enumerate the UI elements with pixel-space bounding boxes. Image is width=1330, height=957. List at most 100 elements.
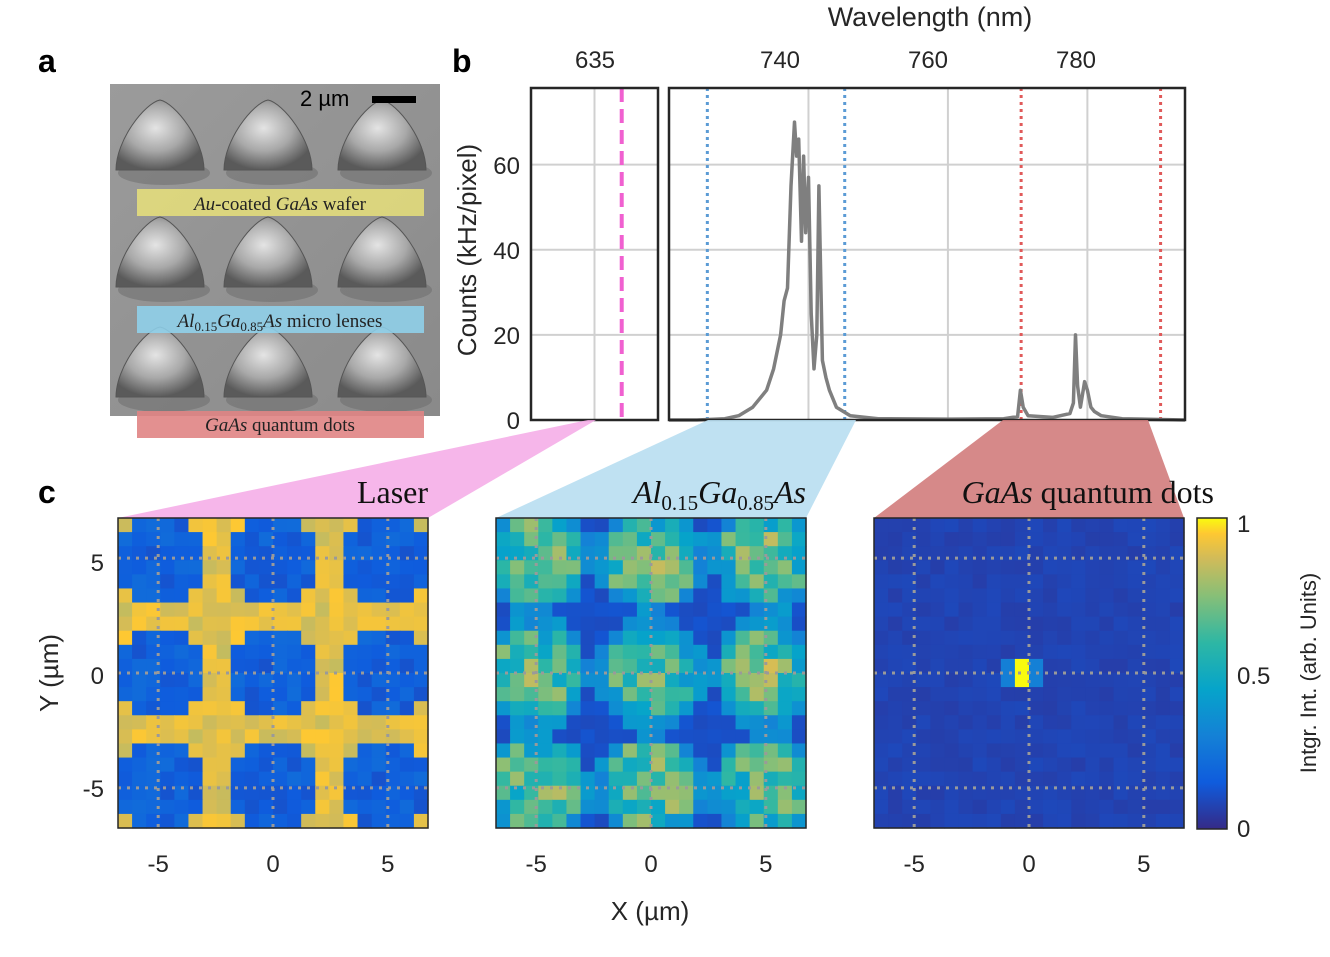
heatmap-cell (735, 574, 751, 590)
heatmap-cell (1113, 687, 1129, 702)
heatmap-cell (146, 630, 161, 646)
heatmap-cell (763, 813, 779, 829)
heatmap-cell (1000, 757, 1016, 773)
heatmap-cell (566, 602, 582, 618)
map-tick-x: -5 (904, 851, 925, 878)
heatmap-cell (707, 757, 723, 773)
heatmap-cell (413, 518, 429, 533)
heatmap-cell (118, 813, 133, 829)
heatmap-cell (1085, 602, 1101, 618)
heatmap-cell (118, 673, 133, 688)
heatmap-cell (763, 658, 779, 674)
heatmap-cell (132, 546, 147, 561)
label-lens: Al0.15Ga0.85As micro lenses (176, 311, 383, 334)
heatmap-cell (1169, 715, 1185, 730)
heatmap-cell (1071, 799, 1086, 815)
heatmap-cell (608, 602, 624, 618)
heatmap-cell (986, 644, 1002, 660)
heatmap-cell (958, 701, 974, 716)
heatmap-cell (174, 785, 190, 801)
heatmap-cell (188, 602, 204, 618)
heatmap-cell (1057, 687, 1072, 702)
heatmap-cell (399, 532, 415, 547)
heatmap-cell (343, 701, 359, 716)
heatmap-cell (230, 813, 246, 829)
heatmap-cell (510, 630, 525, 646)
heatmap-cell (510, 729, 525, 745)
heatmap-cell (146, 771, 161, 787)
heatmap-cell (1155, 588, 1171, 604)
heatmap-cell (972, 574, 988, 590)
tick-wl-780: 780 (1056, 47, 1096, 74)
heatmap-cell (273, 560, 288, 575)
heatmap-cell (188, 673, 204, 688)
heatmap-cell (1014, 743, 1030, 759)
heatmap-cell (1113, 644, 1129, 660)
heatmap-cell (888, 757, 903, 773)
heatmap-cell (160, 701, 175, 716)
heatmap-cell (244, 602, 260, 618)
heatmap-cell (273, 602, 288, 618)
heatmap-cell (622, 658, 638, 674)
heatmap-cell (622, 574, 638, 590)
heatmap-cell (622, 560, 638, 575)
heatmap-cell (1000, 785, 1016, 801)
heatmap-cell (160, 673, 175, 688)
heatmap-cell (230, 701, 246, 716)
heatmap-cell (972, 687, 988, 702)
heatmap-cell (888, 673, 903, 688)
heatmap-cell (287, 715, 302, 730)
tick-wl-635: 635 (575, 47, 615, 74)
heatmap-cell (230, 574, 246, 590)
heatmap-cell (315, 630, 330, 646)
heatmap-cell (1127, 630, 1143, 646)
heatmap-cell (707, 771, 723, 787)
heatmap-cell (721, 701, 737, 716)
map-tick-x: 5 (759, 851, 772, 878)
heatmap-cell (1014, 785, 1030, 801)
heatmap-cell (1113, 799, 1129, 815)
heatmap-cell (693, 673, 708, 688)
heatmap-cell (1057, 644, 1072, 660)
heatmap-cell (580, 701, 596, 716)
heatmap-cell (244, 630, 260, 646)
heatmap-cell (1085, 560, 1101, 575)
heatmap-cell (902, 729, 917, 745)
heatmap-cell (230, 757, 246, 773)
heatmap-cell (608, 644, 624, 660)
heatmap-cell (188, 532, 204, 547)
heatmap-cell (566, 687, 582, 702)
heatmap-cell (721, 673, 737, 688)
heatmap-cell (188, 813, 204, 829)
heatmap-cell (972, 799, 988, 815)
heatmap-cell (665, 813, 680, 829)
heatmap-cell (749, 715, 765, 730)
heatmap-cell (1127, 715, 1143, 730)
connector-wedges (118, 420, 1184, 518)
heatmap-cell (777, 644, 793, 660)
heatmap-cell (552, 532, 568, 547)
heatmap-cell (343, 799, 359, 815)
heatmap-cell (1169, 813, 1185, 829)
map-ylabel: Y (µm) (34, 634, 64, 712)
heatmap-cell (315, 715, 330, 730)
heatmap-cell (944, 715, 960, 730)
heatmap-cell (580, 518, 596, 533)
heatmap-cell (385, 616, 401, 632)
heatmap-cell (287, 687, 302, 702)
heatmap-cell (343, 813, 359, 829)
heatmap-cell (202, 715, 218, 730)
heatmap-cell (357, 532, 373, 547)
heatmap-cell (944, 701, 960, 716)
heatmap-cell (385, 813, 401, 829)
heatmap-cell (315, 588, 330, 604)
heatmap-cell (1029, 785, 1044, 801)
heatmap-cell (735, 715, 751, 730)
heatmap-cell (972, 616, 988, 632)
heatmap-cell (287, 588, 302, 604)
heatmap-cell (174, 757, 190, 773)
heatmap-cell (930, 658, 946, 674)
heatmap-cell (273, 813, 288, 829)
sem-dome (223, 99, 313, 171)
heatmap-cell (552, 546, 568, 561)
